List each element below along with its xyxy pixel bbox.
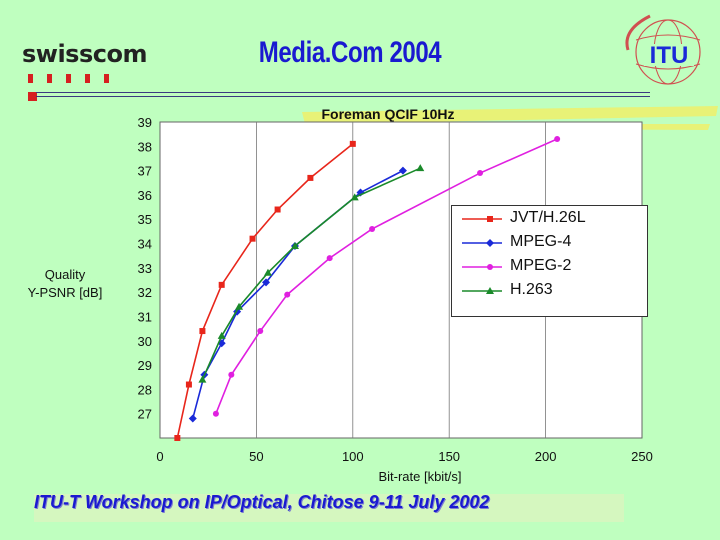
legend-item-mpeg4: MPEG-4: [462, 233, 642, 255]
chart-title: Foreman QCIF 10Hz: [321, 106, 455, 122]
chart-legend: JVT/H.26L MPEG-4 MPEG-2 H.263: [451, 205, 648, 317]
data-point: [199, 328, 206, 335]
x-tick-label: 0: [156, 449, 163, 464]
x-tick-label: 50: [249, 449, 263, 464]
y-tick-label: 29: [138, 358, 152, 373]
y-axis-label: Quality Y-PSNR [dB]: [10, 266, 120, 302]
y-axis-label-line1: Quality: [44, 267, 86, 282]
y-tick-label: 34: [138, 237, 152, 252]
data-point: [477, 170, 484, 177]
data-point: [228, 371, 235, 378]
legend-swatch-mpeg4: [462, 239, 502, 247]
legend-item-mpeg2: MPEG-2: [462, 257, 642, 279]
footer-text: ITU-T Workshop on IP/Optical, Chitose 9-…: [34, 492, 490, 512]
swisscom-logo: swisscom: [22, 40, 147, 101]
data-point: [369, 225, 376, 232]
data-point: [349, 140, 356, 147]
itu-logo: ITU: [625, 14, 701, 85]
series-line-1: [176, 143, 354, 439]
header-rule-2: [36, 96, 650, 97]
x-tick-label: 150: [438, 449, 460, 464]
legend-item-jvt: JVT/H.26L: [462, 209, 642, 231]
data-point: [257, 328, 264, 335]
x-tick-label: 250: [631, 449, 653, 464]
data-point: [416, 164, 425, 172]
legend-item-h263: H.263: [462, 281, 642, 303]
y-tick-label: 37: [138, 164, 152, 179]
legend-swatch-h263: [462, 287, 502, 294]
legend-label-mpeg2: MPEG-2: [510, 257, 572, 274]
x-axis-label: Bit-rate [kbit/s]: [378, 469, 462, 484]
y-axis-label-line2: Y-PSNR [dB]: [27, 285, 103, 300]
legend-swatch-jvt: [462, 216, 502, 222]
itu-logo-text: ITU: [650, 42, 689, 69]
legend-label-h263: H.263: [510, 281, 553, 298]
y-tick-label: 28: [138, 382, 152, 397]
y-tick-label: 35: [138, 212, 152, 227]
data-point: [307, 174, 314, 181]
swisscom-logo-text: swisscom: [22, 40, 147, 68]
data-point: [290, 241, 299, 249]
data-point: [262, 278, 271, 287]
data-point: [350, 193, 359, 201]
series-line-3: [215, 138, 558, 414]
data-point: [235, 302, 244, 310]
data-point: [185, 381, 192, 388]
header-rule: [36, 92, 650, 93]
x-tick-label: 200: [535, 449, 557, 464]
x-tick-label: 100: [342, 449, 364, 464]
footer-highlight: [34, 494, 624, 522]
data-point: [274, 206, 281, 213]
swisscom-logo-bars: [28, 70, 144, 106]
y-tick-label: 39: [138, 115, 152, 130]
y-tick-label: 30: [138, 334, 152, 349]
data-point: [284, 291, 291, 298]
legend-swatch-mpeg2: [462, 264, 502, 270]
data-point: [218, 281, 225, 288]
data-point: [198, 375, 207, 383]
y-tick-label: 32: [138, 285, 152, 300]
data-point: [212, 410, 219, 417]
y-tick-label: 36: [138, 188, 152, 203]
y-tick-label: 31: [138, 309, 152, 324]
data-point: [398, 166, 407, 175]
slide-title: Media.Com 2004: [258, 36, 442, 69]
data-point: [263, 268, 272, 276]
data-point: [249, 235, 256, 242]
data-point: [554, 136, 561, 143]
data-point: [188, 414, 197, 423]
legend-label-mpeg4: MPEG-4: [510, 233, 572, 250]
y-tick-label: 27: [138, 407, 152, 422]
legend-label-jvt: JVT/H.26L: [510, 209, 586, 226]
y-tick-label: 33: [138, 261, 152, 276]
data-point: [326, 255, 333, 262]
y-tick-label: 38: [138, 139, 152, 154]
data-point: [174, 435, 181, 441]
data-point: [217, 331, 226, 339]
